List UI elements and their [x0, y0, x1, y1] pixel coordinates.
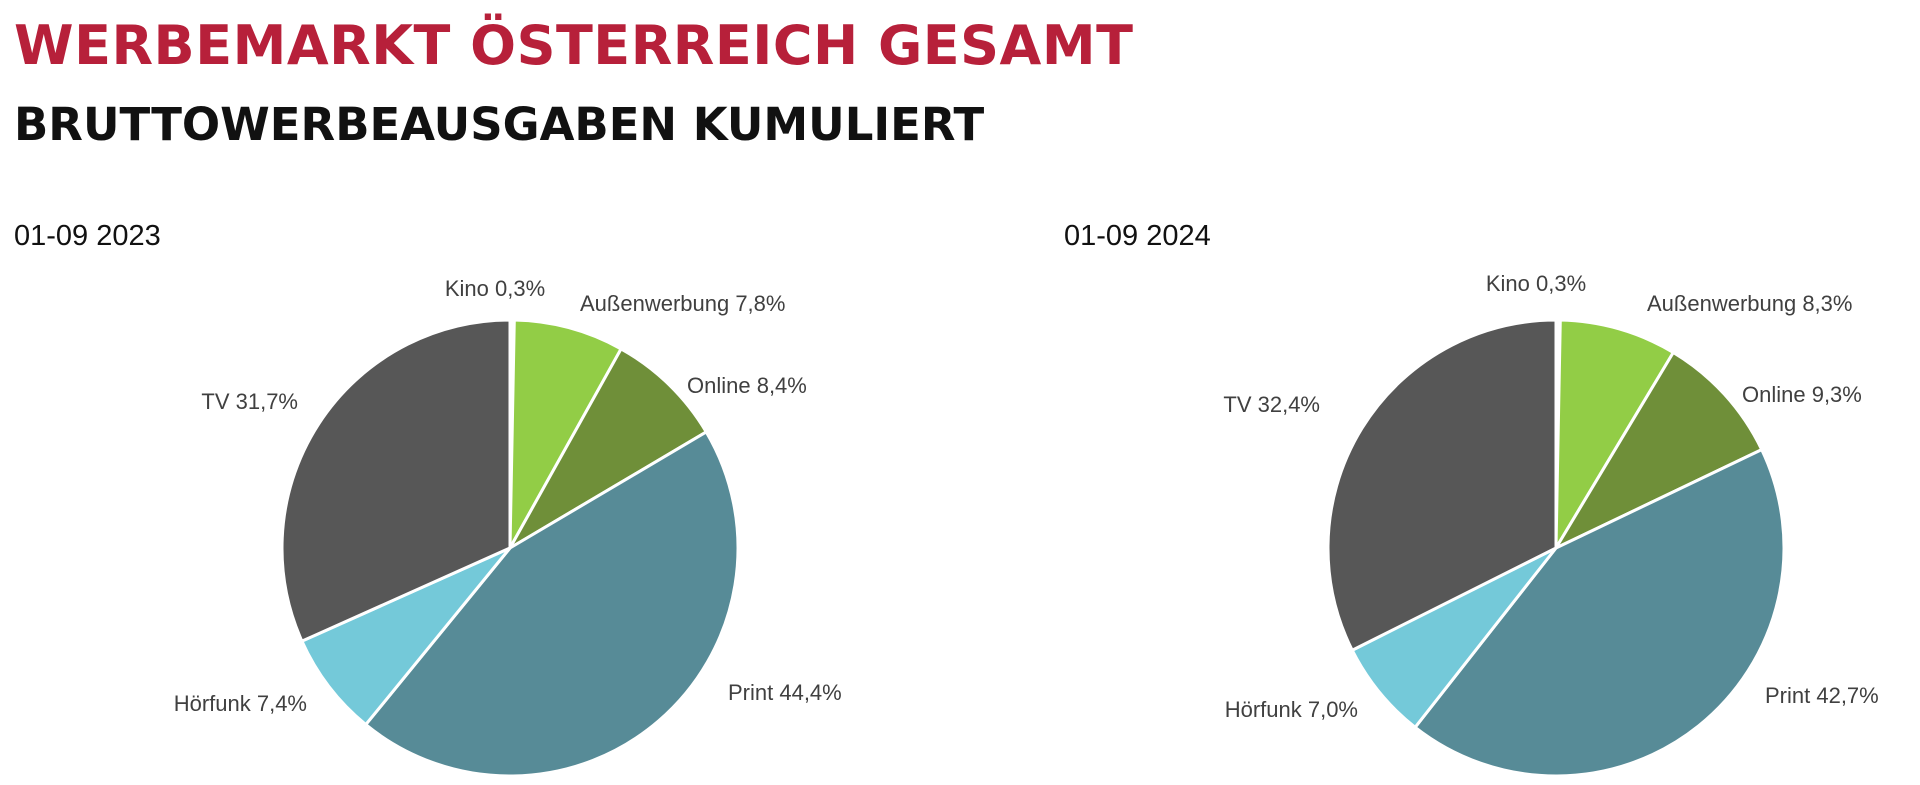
- pie-2024-label-tv: TV 32,4%: [1223, 392, 1320, 417]
- pie-2023-slice-aussenwerbung: [508, 318, 623, 550]
- pie-2023-slice-online: [508, 347, 708, 550]
- pie-2023-slice-hoerfunk: [300, 546, 512, 727]
- pie-2024-label-hoerfunk: Hörfunk 7,0%: [1225, 697, 1358, 722]
- pie-2024-slice-print: [1413, 448, 1786, 778]
- pie-2024-label-online: Online 9,3%: [1742, 382, 1862, 407]
- pie-2024-label-kino: Kino 0,3%: [1486, 271, 1586, 296]
- pie-2024-label-print: Print 42,7%: [1765, 683, 1879, 708]
- page-subtitle: BRUTTOWERBEAUSGABEN KUMULIERT: [14, 98, 985, 151]
- pie-2023-slice-tv: [280, 318, 512, 643]
- pie-2024-slice-tv: [1326, 318, 1558, 652]
- pie-2023-title: 01-09 2023: [14, 220, 161, 252]
- pie-2023-label-online: Online 8,4%: [687, 373, 807, 398]
- pie-2023-label-print: Print 44,4%: [728, 680, 842, 705]
- pie-2023-label-aussenwerbung: Außenwerbung 7,8%: [580, 291, 785, 316]
- pie-2024-label-aussenwerbung: Außenwerbung 8,3%: [1647, 291, 1852, 316]
- pie-2023-label-hoerfunk: Hörfunk 7,4%: [174, 691, 307, 716]
- pie-2023-label-tv: TV 31,7%: [201, 389, 298, 414]
- pie-2024-slice-aussenwerbung: [1554, 318, 1675, 550]
- pie-2023-label-kino: Kino 0,3%: [445, 276, 545, 301]
- page-title: WERBEMARKT ÖSTERREICH GESAMT: [14, 14, 1134, 77]
- pie-2023-slice-print: [364, 430, 740, 778]
- pie-2024-title: 01-09 2024: [1064, 220, 1211, 252]
- pie-2024-slice-online: [1554, 350, 1764, 550]
